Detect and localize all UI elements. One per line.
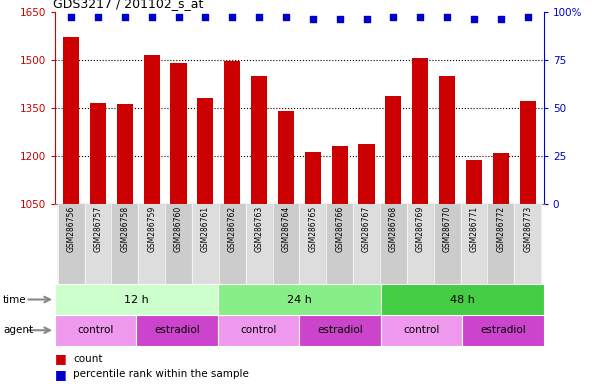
Text: GSM286759: GSM286759 [147,206,156,252]
Bar [332,146,348,204]
Bar [165,204,192,284]
Text: GSM286770: GSM286770 [442,206,452,252]
Point [147,14,156,20]
Bar [218,284,381,315]
Bar [434,204,461,284]
Text: GSM286764: GSM286764 [282,206,290,252]
Bar [514,204,541,284]
Bar [381,315,463,346]
Text: percentile rank within the sample: percentile rank within the sample [73,369,249,379]
Point [415,14,425,20]
Point [174,14,183,20]
Bar [488,204,514,284]
Point [120,14,130,20]
Bar [84,204,111,284]
Text: GSM286767: GSM286767 [362,206,371,252]
Point [281,14,291,20]
Bar [359,144,375,204]
Text: GSM286758: GSM286758 [120,206,130,252]
Bar [246,204,273,284]
Text: 48 h: 48 h [450,295,475,305]
Text: GSM286763: GSM286763 [255,206,263,252]
Bar [463,315,544,346]
Bar [407,204,434,284]
Bar [219,204,246,284]
Bar [353,204,380,284]
Point [523,14,533,20]
Text: control: control [241,325,277,335]
Point [442,14,452,20]
Bar [326,204,353,284]
Bar [439,76,455,204]
Point [389,14,398,20]
Point [469,16,479,22]
Bar [55,284,218,315]
Bar [412,58,428,204]
Text: estradiol: estradiol [155,325,200,335]
Bar [299,315,381,346]
Bar [492,153,509,204]
Bar [273,204,299,284]
Bar [138,204,165,284]
Bar [170,63,186,204]
Text: GSM286761: GSM286761 [201,206,210,252]
Text: control: control [78,325,114,335]
Text: estradiol: estradiol [480,325,526,335]
Bar [461,204,488,284]
Text: GSM286772: GSM286772 [496,206,505,252]
Point [308,16,318,22]
Bar [90,103,106,204]
Point [335,16,345,22]
Bar [519,101,536,204]
Text: GSM286766: GSM286766 [335,206,344,252]
Point [200,14,210,20]
Bar [117,104,133,204]
Point [93,14,103,20]
Text: GSM286762: GSM286762 [228,206,236,252]
Bar [144,55,159,204]
Text: GSM286756: GSM286756 [67,206,76,252]
Bar [218,315,299,346]
Text: 12 h: 12 h [124,295,149,305]
Bar [466,161,482,204]
Point [254,14,264,20]
Bar [299,204,326,284]
Text: GSM286768: GSM286768 [389,206,398,252]
Bar [381,284,544,315]
Bar [380,204,407,284]
Bar [224,61,240,204]
Text: GDS3217 / 201102_s_at: GDS3217 / 201102_s_at [53,0,203,10]
Point [66,14,76,20]
Bar [192,204,219,284]
Text: control: control [403,325,440,335]
Bar [55,315,136,346]
Bar [386,96,401,204]
Bar [278,111,294,204]
Text: ■: ■ [55,368,67,381]
Bar [251,76,267,204]
Bar [136,315,218,346]
Text: GSM286769: GSM286769 [415,206,425,252]
Text: ■: ■ [55,353,67,366]
Bar [197,98,213,204]
Text: GSM286773: GSM286773 [523,206,532,252]
Bar [57,204,84,284]
Point [362,16,371,22]
Bar [111,204,138,284]
Text: GSM286760: GSM286760 [174,206,183,252]
Text: agent: agent [3,325,33,335]
Point [496,16,506,22]
Text: GSM286771: GSM286771 [469,206,478,252]
Text: GSM286765: GSM286765 [309,206,317,252]
Point [227,14,237,20]
Text: time: time [3,295,27,305]
Text: estradiol: estradiol [317,325,363,335]
Text: count: count [73,354,103,364]
Text: 24 h: 24 h [287,295,312,305]
Bar [305,152,321,204]
Text: GSM286757: GSM286757 [93,206,103,252]
Bar [63,37,79,204]
